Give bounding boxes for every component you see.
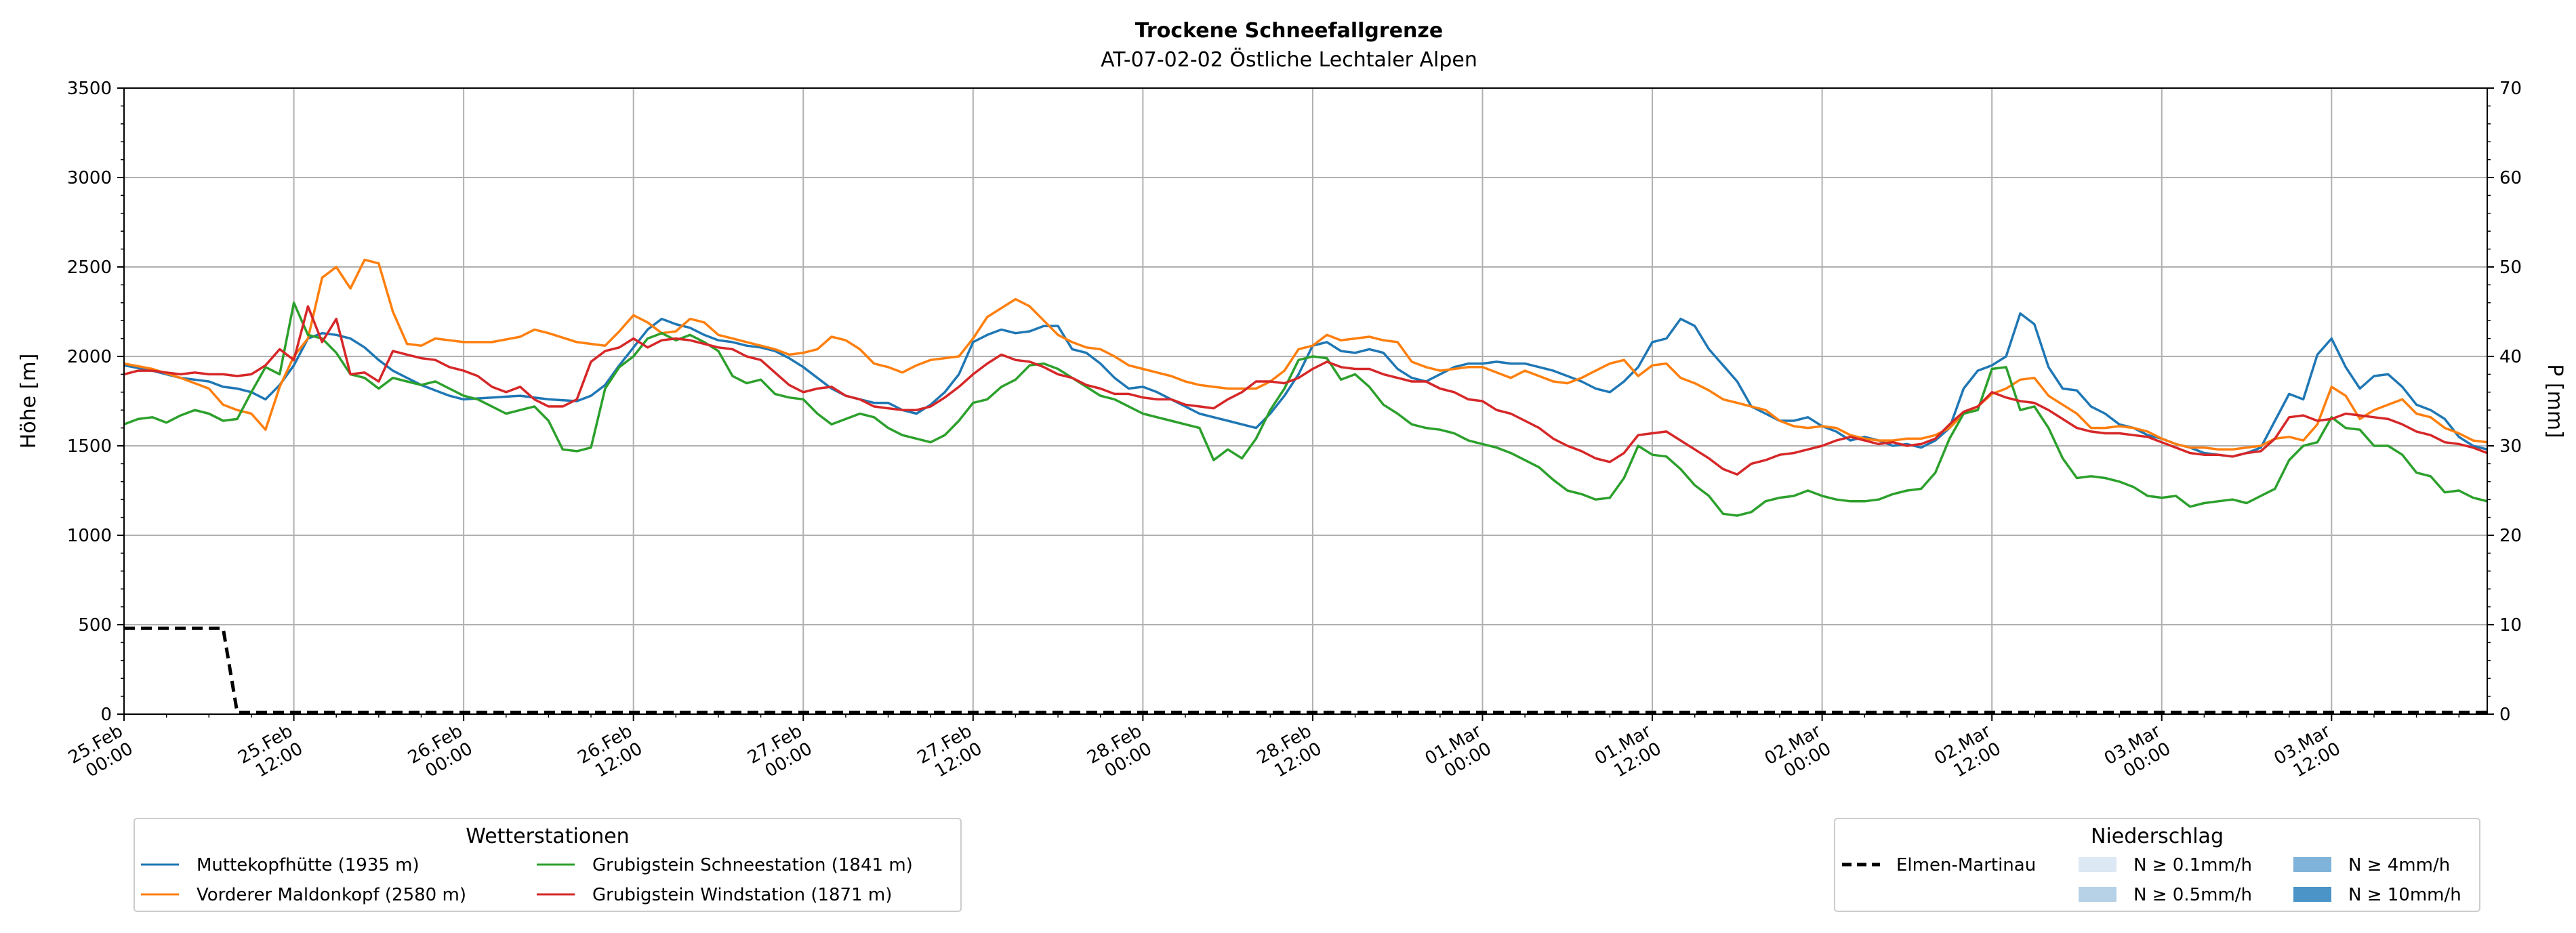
tick-label-y2: 0 <box>2499 705 2511 725</box>
series-line-vorderer-maldonkopf-2580-m <box>123 258 2488 451</box>
tick-label-y: 1500 <box>67 436 112 457</box>
series-layer <box>123 258 2488 714</box>
tick-label-y: 2500 <box>67 257 112 278</box>
tick-label-y2: 50 <box>2499 257 2522 278</box>
tick-label-y2: 70 <box>2499 79 2522 99</box>
axes: 0 500 1000 1500 2000 2500 3000 3500 0 10 20 30 40 50 6… <box>65 79 2522 782</box>
series-line-muttekopfh-tte-1935-m <box>123 312 2488 458</box>
plot-frame <box>123 87 2488 715</box>
legend-label-n01: N ≥ 0.1mm/h <box>2133 855 2252 875</box>
legend-swatch-n01 <box>2079 857 2117 872</box>
tick-label-y2: 60 <box>2499 168 2522 188</box>
legend-swatch-n4 <box>2293 857 2331 872</box>
tick-label-y: 3000 <box>67 168 112 188</box>
series-line-elmen-martinau <box>124 626 2487 714</box>
legend-stations-title: Wetterstationen <box>466 825 629 848</box>
legend-label-n10: N ≥ 10mm/h <box>2348 885 2461 905</box>
legend-label-n4: N ≥ 4mm/h <box>2348 855 2450 875</box>
legend-precip: Niederschlag Elmen-Martinau N ≥ 0.1mm/h … <box>1834 818 2480 912</box>
tick-label-y: 500 <box>78 615 112 636</box>
y2-axis-label: P [mm] <box>2543 364 2567 438</box>
legend-label-schneestation: Grubigstein Schneestation (1841 m) <box>592 855 913 875</box>
tick-label-y: 2000 <box>67 347 112 367</box>
tick-label-y: 3500 <box>67 79 112 99</box>
legend-label-muttekopf: Muttekopfhütte (1935 m) <box>197 855 420 875</box>
series-line-grubigstein-schneestation-1841-m <box>123 302 2488 517</box>
legend-label-windstation: Grubigstein Windstation (1871 m) <box>592 885 892 905</box>
chart-subtitle: AT-07-02-02 Östliche Lechtaler Alpen <box>1101 47 1477 72</box>
tick-label-y2: 10 <box>2499 615 2522 636</box>
chart-title: Trockene Schneefallgrenze <box>1135 19 1443 43</box>
tick-label-y: 0 <box>100 705 112 725</box>
legend-label-elmen-martinau: Elmen-Martinau <box>1896 855 2036 875</box>
grid <box>123 87 2487 715</box>
legend-label-n05: N ≥ 0.5mm/h <box>2133 885 2252 905</box>
y-axis-label: Höhe [m] <box>17 354 41 449</box>
tick-label-y: 1000 <box>67 526 112 546</box>
legend-swatch-n10 <box>2293 887 2331 902</box>
tick-label-y2: 20 <box>2499 526 2522 546</box>
legend-swatch-n05 <box>2079 887 2117 902</box>
tick-label-y2: 40 <box>2499 347 2522 367</box>
series-line-grubigstein-windstation-1871-m <box>123 305 2488 476</box>
tick-label-y2: 30 <box>2499 436 2522 457</box>
legend-precip-title: Niederschlag <box>2091 825 2224 848</box>
legend-label-maldonkopf: Vorderer Maldonkopf (2580 m) <box>197 885 466 905</box>
legend-stations: Wetterstationen Muttekopfhütte (1935 m) … <box>134 818 962 912</box>
